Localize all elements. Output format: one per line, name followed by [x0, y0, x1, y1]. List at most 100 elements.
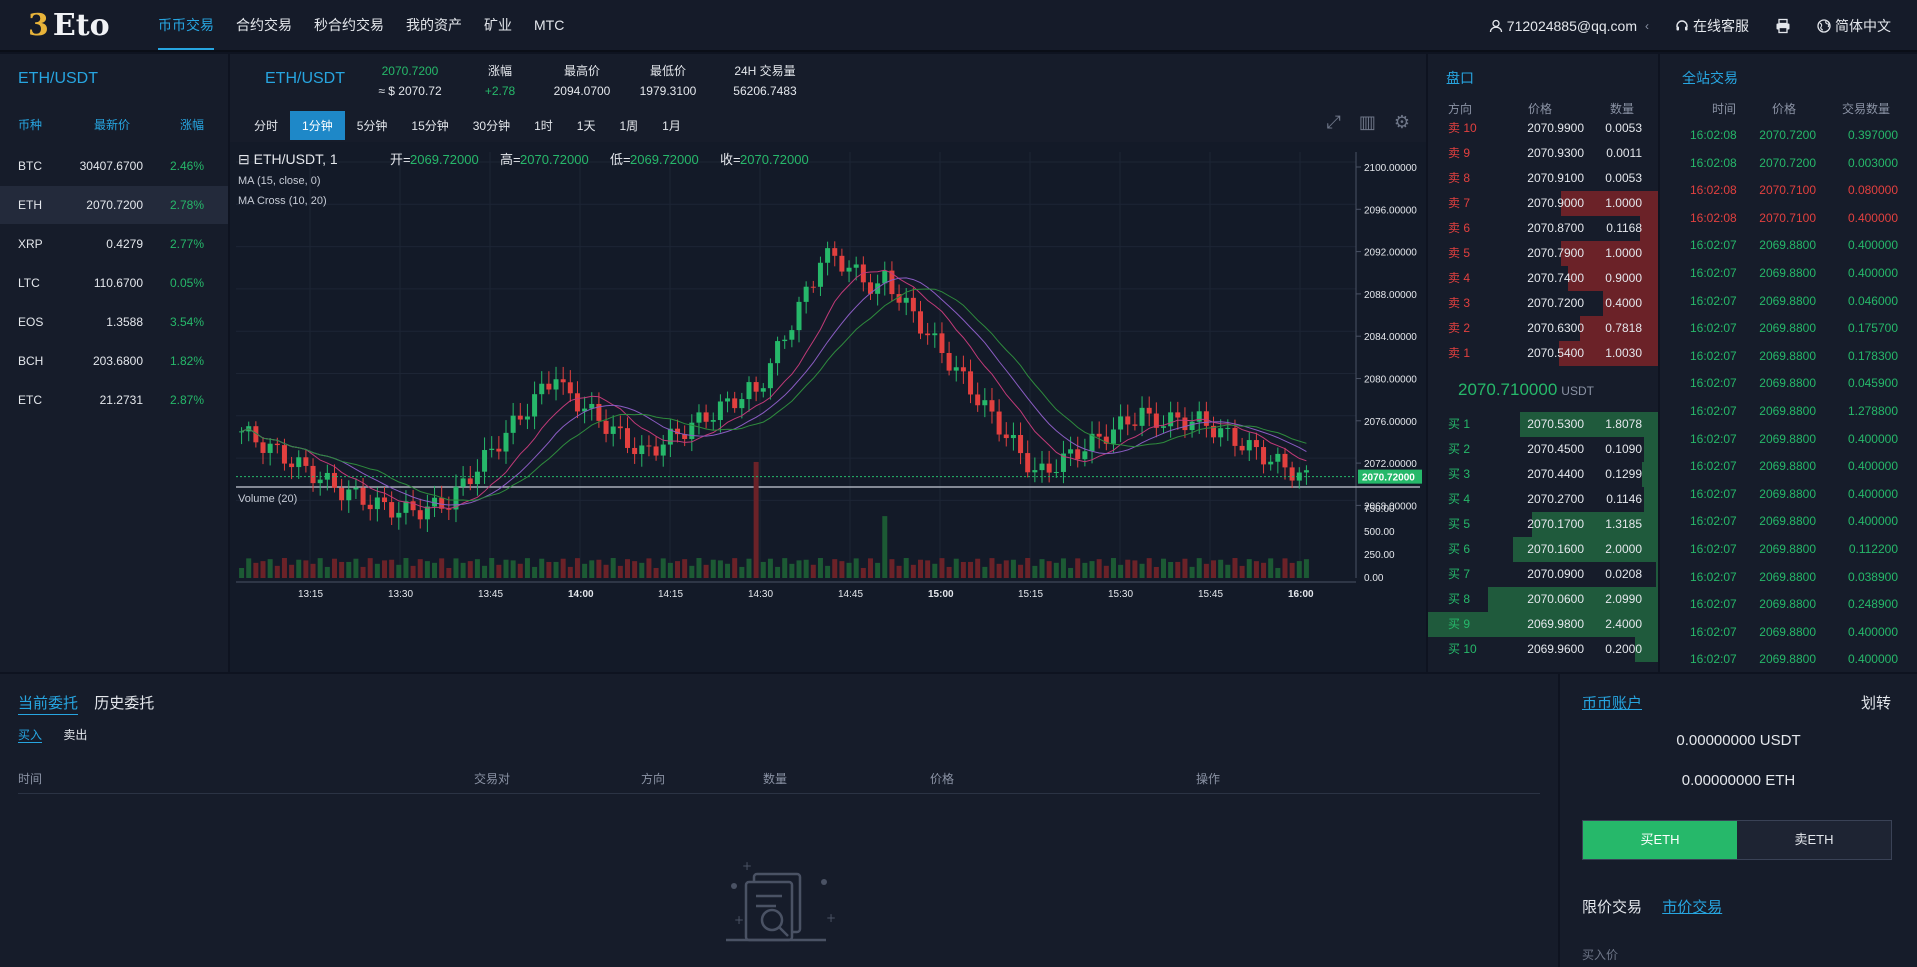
market-price: 110.6700: [93, 276, 143, 290]
bid-row[interactable]: 买 2 2070.4500 0.1090: [1428, 437, 1658, 462]
interval-1h[interactable]: 1时: [534, 118, 553, 133]
spot-account-link[interactable]: 币币账户: [1582, 695, 1643, 712]
ask-row[interactable]: 卖 6 2070.8700 0.1168: [1428, 216, 1658, 241]
ticker-volume: 24H 交易量 56206.7483: [710, 62, 820, 102]
ask-row[interactable]: 卖 9 2070.9300 0.0011: [1428, 141, 1658, 166]
trade-time: 16:02:07: [1690, 266, 1737, 280]
order-book: 盘口 方向 价格 数量 卖 10 2070.9900 0.0053 卖 9 2070.9…: [1428, 54, 1658, 672]
printer-button[interactable]: [1775, 18, 1791, 34]
nav-contract[interactable]: 合约交易: [236, 17, 292, 33]
interval-1w[interactable]: 1周: [619, 118, 639, 133]
y-tick-label: 2100.00000: [1364, 163, 1417, 174]
market-row-btc[interactable]: BTC 30407.6700 2.46%: [0, 147, 228, 185]
bid-price: 2070.5300: [1527, 417, 1584, 431]
market-row-etc[interactable]: ETC 21.2731 2.87%: [0, 381, 228, 419]
vol-tick-label: 500.00: [1364, 527, 1395, 538]
volume-bar: [1146, 558, 1152, 578]
interval-1mo[interactable]: 1月: [662, 118, 681, 133]
market-row-eos[interactable]: EOS 1.3588 3.54%: [0, 303, 228, 341]
candle-body: [482, 450, 488, 472]
interval-1m[interactable]: 1分钟: [290, 110, 345, 140]
nav-assets[interactable]: 我的资产: [406, 17, 462, 33]
bid-row[interactable]: 买 10 2069.9600 0.2000: [1428, 637, 1658, 662]
candle-body: [882, 270, 888, 284]
candle-body: [1139, 407, 1145, 426]
volume-bar: [932, 563, 938, 578]
ask-row[interactable]: 卖 2 2070.6300 0.7818: [1428, 316, 1658, 341]
ask-row[interactable]: 卖 7 2070.9000 1.0000: [1428, 191, 1658, 216]
candle-body: [867, 282, 873, 294]
ask-row[interactable]: 卖 3 2070.7200 0.4000: [1428, 291, 1658, 316]
volume-bar: [324, 566, 330, 578]
last-price-tag-label: 2070.72000: [1362, 473, 1415, 484]
volume-bar: [1218, 559, 1224, 578]
ticker-change: 涨幅 +2.78: [460, 62, 540, 102]
tab-market-trade[interactable]: 市价交易: [1662, 899, 1723, 916]
nav-mtc[interactable]: MTC: [534, 17, 565, 33]
bid-row[interactable]: 买 7 2070.0900 0.0208: [1428, 562, 1658, 587]
tab-limit-trade[interactable]: 限价交易: [1582, 899, 1643, 916]
market-row-eth[interactable]: ETH 2070.7200 2.78%: [0, 186, 228, 224]
subtab-sell[interactable]: 卖出: [63, 728, 88, 742]
language-selector[interactable]: 简体中文: [1817, 16, 1891, 36]
market-row-bch[interactable]: BCH 203.6800 1.82%: [0, 342, 228, 380]
market-row-xrp[interactable]: XRP 0.4279 2.77%: [0, 225, 228, 263]
bid-row[interactable]: 买 5 2070.1700 1.3185: [1428, 512, 1658, 537]
logo[interactable]: 3 Eto: [28, 7, 132, 43]
bid-row[interactable]: 买 6 2070.1600 2.0000: [1428, 537, 1658, 562]
volume-bar: [696, 558, 702, 578]
sell-eth-button[interactable]: 卖ETH: [1737, 821, 1891, 859]
y-tick-label: 2068.00000: [1364, 501, 1417, 512]
market-row-ltc[interactable]: LTC 110.6700 0.05%: [0, 264, 228, 302]
candle-body: [317, 479, 323, 484]
ask-row[interactable]: 卖 8 2070.9100 0.0053: [1428, 166, 1658, 191]
buy-eth-button[interactable]: 买ETH: [1583, 821, 1737, 859]
trade-price: 2070.7200: [1759, 128, 1816, 142]
candle-body: [639, 445, 645, 455]
tab-current-orders[interactable]: 当前委托: [18, 695, 79, 715]
volume-bar: [1189, 566, 1195, 578]
interval-1d[interactable]: 1天: [576, 118, 596, 133]
volume-bar: [367, 558, 373, 578]
nav-spot[interactable]: 币币交易: [158, 0, 214, 51]
bid-row[interactable]: 买 9 2069.9800 2.4000: [1428, 612, 1658, 637]
volume-bar: [675, 561, 681, 578]
candlestick-chart[interactable]: ⊟ ETH/USDT, 1 开= 2069.72000 高= 2070.72000 低= 2…: [230, 142, 1426, 672]
candle-body: [682, 434, 688, 440]
bid-side: 买 7: [1448, 567, 1471, 581]
trade-time: 16:02:07: [1690, 459, 1737, 474]
candle-body: [296, 457, 302, 468]
ask-row[interactable]: 卖 5 2070.7900 1.0000: [1428, 241, 1658, 266]
user-menu[interactable]: 712024885@qq.com ‹: [1489, 18, 1649, 34]
tab-order-history[interactable]: 历史委托: [94, 695, 155, 712]
nav-mining[interactable]: 矿业: [484, 17, 512, 33]
interval-30m[interactable]: 30分钟: [472, 118, 511, 133]
interval-15m[interactable]: 15分钟: [411, 118, 449, 133]
transfer-button[interactable]: 划转: [1860, 695, 1891, 712]
candle-body: [589, 403, 595, 409]
interval-5m[interactable]: 5分钟: [356, 118, 388, 133]
support-link[interactable]: 在线客服: [1675, 16, 1749, 36]
bid-row[interactable]: 买 8 2070.0600 2.0990: [1428, 587, 1658, 612]
bid-price: 2070.1600: [1527, 542, 1584, 556]
ask-row[interactable]: 卖 10 2070.9900 0.0053: [1428, 116, 1658, 141]
indicators-icon[interactable]: ▥: [1358, 112, 1376, 132]
bid-row[interactable]: 买 4 2070.2700 0.1146: [1428, 487, 1658, 512]
ask-row[interactable]: 卖 4 2070.7400 0.9000: [1428, 266, 1658, 291]
market-change: 2.78%: [169, 198, 204, 212]
interval-line[interactable]: 分时: [254, 118, 279, 133]
y-tick-label: 2072.00000: [1364, 459, 1417, 470]
svg-text:+: +: [734, 913, 744, 927]
bid-row[interactable]: 买 3 2070.4400 0.1299: [1428, 462, 1658, 487]
fullscreen-icon[interactable]: ⤢: [1326, 112, 1341, 132]
nav-second-contract[interactable]: 秒合约交易: [314, 17, 384, 33]
volume-bar: [1082, 562, 1088, 578]
ticker-bar: ETH/USDT 2070.7200 ≈ $ 2070.72 涨幅 +2.78 …: [230, 54, 1426, 110]
ask-row[interactable]: 卖 1 2070.5400 1.0030: [1428, 341, 1658, 366]
subtab-buy[interactable]: 买入: [18, 728, 43, 743]
gear-icon[interactable]: ⚙: [1393, 112, 1410, 132]
candle-body: [1246, 440, 1252, 451]
bid-row[interactable]: 买 1 2070.5300 1.8078: [1428, 412, 1658, 437]
support-label: 在线客服: [1693, 18, 1749, 34]
volume-bar: [960, 561, 966, 578]
